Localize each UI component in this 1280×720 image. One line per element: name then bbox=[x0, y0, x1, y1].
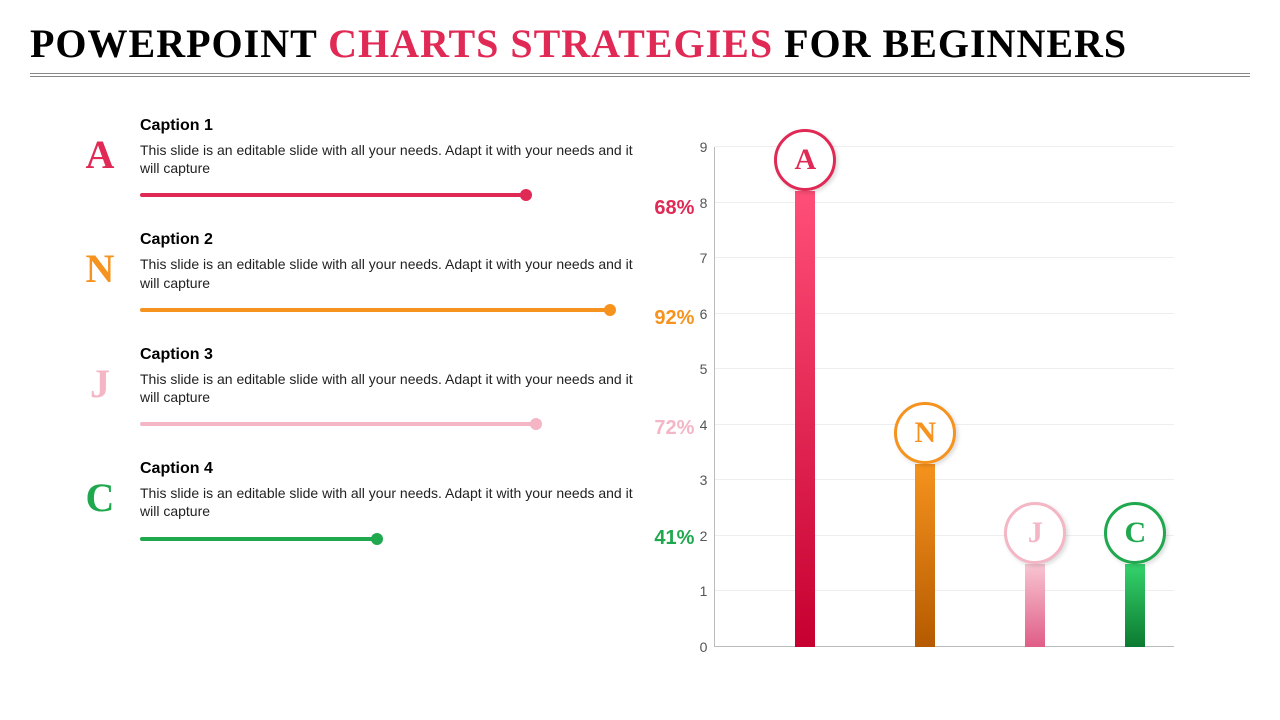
slider-knob bbox=[371, 533, 383, 545]
item-caption: Caption 3 bbox=[140, 346, 634, 364]
caption-item: ACaption 1This slide is an editable slid… bbox=[140, 117, 634, 201]
caption-item: CCaption 4This slide is an editable slid… bbox=[140, 460, 634, 544]
chart-gridline: 8 bbox=[715, 202, 1174, 203]
chart-bar bbox=[1025, 564, 1045, 647]
chart-lollipop: A bbox=[774, 129, 836, 191]
chart-bar bbox=[1125, 564, 1145, 647]
slider-knob bbox=[520, 189, 532, 201]
title-post: FOR BEGINNERS bbox=[773, 21, 1127, 66]
item-description: This slide is an editable slide with all… bbox=[140, 141, 634, 177]
chart-ytick-label: 3 bbox=[700, 472, 716, 488]
slider-track bbox=[140, 193, 526, 197]
item-caption: Caption 2 bbox=[140, 231, 634, 249]
item-slider bbox=[140, 304, 634, 316]
chart-ytick-label: 0 bbox=[700, 639, 716, 655]
item-caption: Caption 4 bbox=[140, 460, 634, 478]
title-rule bbox=[30, 73, 1250, 77]
item-description: This slide is an editable slide with all… bbox=[140, 484, 634, 520]
chart-lollipop: C bbox=[1104, 502, 1166, 564]
chart-plot-area: 0123456789ANJC bbox=[714, 147, 1174, 647]
chart-gridline: 5 bbox=[715, 368, 1174, 369]
chart-ytick-label: 6 bbox=[700, 306, 716, 322]
chart-bar bbox=[915, 464, 935, 647]
item-description: This slide is an editable slide with all… bbox=[140, 370, 634, 406]
chart-bar bbox=[795, 191, 815, 647]
chart-ytick-label: 5 bbox=[700, 361, 716, 377]
slider-knob bbox=[530, 418, 542, 430]
page-title: POWERPOINT CHARTS STRATEGIES FOR BEGINNE… bbox=[30, 20, 1250, 67]
chart-gridline: 3 bbox=[715, 479, 1174, 480]
chart-ytick-label: 8 bbox=[700, 195, 716, 211]
chart-gridline: 6 bbox=[715, 313, 1174, 314]
chart-ytick-label: 4 bbox=[700, 417, 716, 433]
item-slider bbox=[140, 418, 634, 430]
chart-lollipop: J bbox=[1004, 502, 1066, 564]
chart-gridline: 7 bbox=[715, 257, 1174, 258]
chart-baseline bbox=[715, 646, 1174, 647]
item-description: This slide is an editable slide with all… bbox=[140, 255, 634, 291]
item-caption: Caption 1 bbox=[140, 117, 634, 135]
chart-panel: 0 1 2 3 4 5 6 7 8 9 A NJC bbox=[664, 117, 1250, 697]
slider-knob bbox=[604, 304, 616, 316]
title-pre: POWERPOINT bbox=[30, 21, 328, 66]
item-slider bbox=[140, 533, 634, 545]
lollipop-chart: 0 1 2 3 4 5 6 7 8 9 A NJC bbox=[674, 127, 1194, 657]
title-highlight: CHARTS STRATEGIES bbox=[328, 21, 773, 66]
item-letter: C bbox=[80, 474, 120, 521]
item-letter: A bbox=[80, 131, 120, 178]
slider-track bbox=[140, 537, 377, 541]
item-slider bbox=[140, 189, 634, 201]
item-letter: J bbox=[80, 360, 120, 407]
chart-ytick-label: 7 bbox=[700, 250, 716, 266]
chart-gridline: 1 bbox=[715, 590, 1174, 591]
caption-item: JCaption 3This slide is an editable slid… bbox=[140, 346, 634, 430]
slider-track bbox=[140, 422, 536, 426]
chart-ytick-label: 2 bbox=[700, 528, 716, 544]
chart-lollipop: N bbox=[894, 402, 956, 464]
item-letter: N bbox=[80, 245, 120, 292]
captions-panel: A Caption 1 This slide is an editable slid… bbox=[30, 117, 664, 697]
caption-item: NCaption 2This slide is an editable slid… bbox=[140, 231, 634, 315]
slider-track bbox=[140, 308, 610, 312]
chart-ytick-label: 9 bbox=[700, 139, 716, 155]
chart-ytick-label: 1 bbox=[700, 583, 716, 599]
